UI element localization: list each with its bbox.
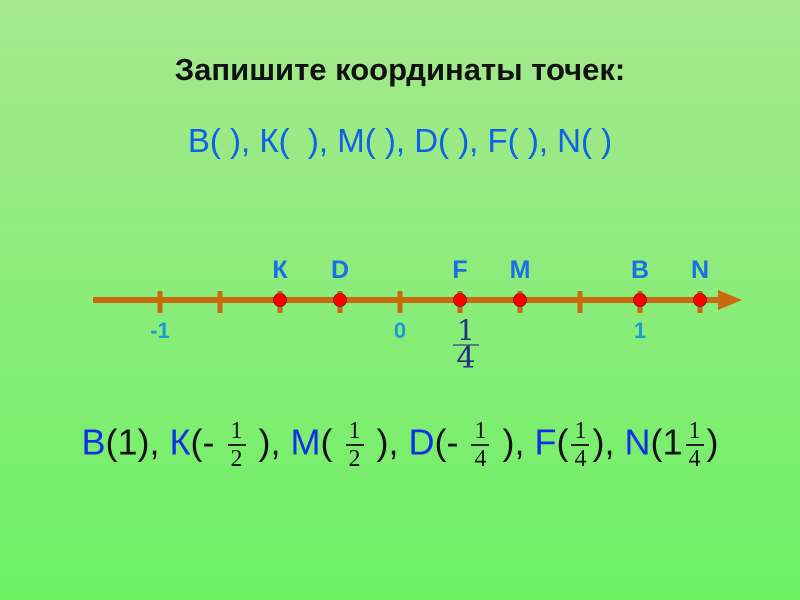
point-label: F (452, 256, 468, 284)
task-text: B( ), К( ), M( ), D( ), F( ), N( ) (187, 122, 613, 159)
fraction-denominator: 4 (688, 446, 701, 472)
fraction-numerator: 1 (471, 418, 490, 446)
answer-paren: ) (706, 421, 719, 463)
quarter-annotation: 1 4 (453, 317, 479, 376)
answer-paren: ( (320, 421, 343, 463)
fraction-numerator: 1 (685, 418, 704, 446)
slide-title: Запишите координаты точек: (174, 52, 626, 87)
axis-arrow-icon (718, 290, 742, 310)
answer-point-name: B (81, 421, 106, 463)
axis-line (93, 297, 723, 303)
fraction-denominator: 4 (574, 446, 587, 472)
annotation-numerator: 1 (453, 317, 479, 346)
answer-paren: (1 (650, 421, 683, 463)
point-label: D (330, 256, 350, 284)
answer-point-name: D (408, 421, 435, 463)
tick-mark (577, 291, 583, 313)
tick-label: 0 (393, 318, 407, 343)
point-label: К (272, 256, 288, 284)
answer-point-name: F (534, 421, 557, 463)
tick-mark (217, 291, 223, 313)
point-marker (273, 293, 287, 307)
annotation-denominator: 4 (456, 341, 476, 376)
tick-mark (157, 291, 163, 313)
fraction-denominator: 2 (348, 446, 361, 472)
answer-paren: ), (366, 421, 409, 463)
answer-paren: ), (248, 421, 291, 463)
point-label: M (509, 256, 531, 284)
point-marker (633, 293, 647, 307)
point-marker (693, 293, 707, 307)
answer-point-name: N (624, 421, 651, 463)
fraction-numerator: 1 (571, 418, 590, 446)
tick-label: -1 (150, 318, 170, 343)
fraction-numerator: 1 (345, 418, 364, 446)
answer-paren: (- (190, 421, 225, 463)
answer-paren: ), (592, 421, 625, 463)
answer-paren: , (149, 421, 170, 463)
answer-paren: ), (492, 421, 535, 463)
answer-paren: ( (556, 421, 569, 463)
tick-mark (397, 291, 403, 313)
tick-label: 1 (633, 318, 647, 343)
fraction-denominator: 4 (474, 446, 487, 472)
point-marker (333, 293, 347, 307)
answer-point-name: К (169, 421, 191, 463)
fraction-numerator: 1 (227, 418, 246, 446)
point-label: N (690, 256, 710, 284)
point-marker (513, 293, 527, 307)
answer-point-name: M (290, 421, 321, 463)
answer-paren: (1) (105, 421, 150, 463)
point-label: B (630, 256, 650, 284)
point-marker (453, 293, 467, 307)
fraction-denominator: 2 (230, 446, 243, 472)
answer-paren: (- (434, 421, 469, 463)
